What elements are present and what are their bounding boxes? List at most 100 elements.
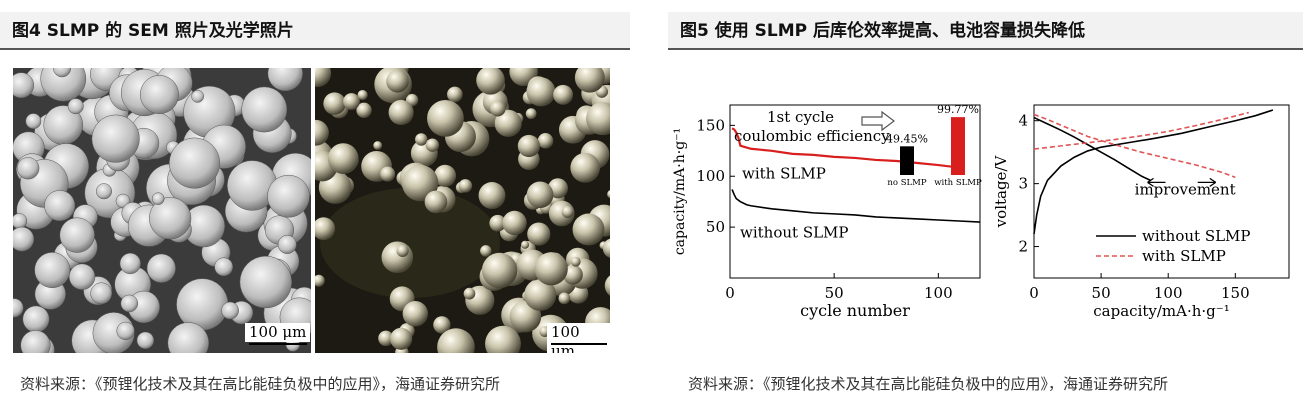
- figure-4-panel: 图4 SLMP 的 SEM 照片及光学照片 100 μm 100 μm 资料来源…: [0, 0, 630, 412]
- optical-particle: [425, 138, 440, 152]
- sem-particle: [116, 321, 135, 340]
- x-tick-label: 100: [924, 284, 953, 302]
- sem-particle: [176, 278, 229, 331]
- sem-particle: [241, 86, 288, 133]
- optical-particle: [378, 330, 394, 347]
- sem-particle: [267, 68, 303, 92]
- sem-particle: [13, 226, 35, 252]
- optical-particle: [602, 238, 610, 258]
- optical-particle: [396, 244, 409, 258]
- optical-particle: [478, 182, 506, 209]
- optical-particle: [390, 327, 413, 350]
- optical-particle: [315, 119, 329, 146]
- figure-5-source: 资料来源：《预锂化技术及其在高比能硅负极中的应用》，海通证券研究所: [688, 375, 1169, 393]
- inset-bar-value-label: 49.45%: [886, 132, 928, 145]
- x-tick-label: 100: [1154, 284, 1183, 302]
- optical-particle: [433, 316, 451, 334]
- sem-particle: [34, 252, 71, 289]
- x-tick-label: 50: [825, 284, 844, 302]
- sem-particle: [20, 330, 51, 353]
- x-axis-label: capacity/mA·h·g⁻¹: [1093, 302, 1229, 320]
- sem-photo: 100 μm: [13, 68, 311, 353]
- optical-particle: [463, 287, 476, 300]
- optical-particle: [586, 102, 610, 136]
- optical-particle: [572, 213, 605, 246]
- y-tick-label: 150: [696, 116, 725, 134]
- sem-particle: [44, 190, 76, 222]
- y-tick-label: 3: [1018, 175, 1028, 193]
- right-arrow-icon: [1197, 177, 1217, 187]
- optical-particle: [485, 325, 521, 353]
- sem-particle: [13, 72, 35, 99]
- optical-particle: [315, 217, 336, 241]
- optical-particle: [476, 68, 505, 95]
- sem-scale-label: 100 μm: [245, 323, 311, 342]
- optical-particle: [434, 164, 457, 187]
- optical-dark-region: [320, 188, 500, 298]
- sem-particle: [136, 331, 155, 350]
- sem-particle: [149, 197, 192, 240]
- optical-particle: [562, 264, 583, 285]
- inset-bar-value-label: 99.77%: [937, 103, 979, 116]
- optical-particle: [570, 152, 601, 183]
- inset-title-line1: 1st cycle: [767, 108, 834, 126]
- y-tick-label: 4: [1018, 112, 1028, 130]
- figure-4-source: 资料来源：《预锂化技术及其在高比能硅负极中的应用》，海通证券研究所: [20, 375, 501, 393]
- legend-label-without-slmp: without SLMP: [1142, 227, 1251, 245]
- optical-particle: [402, 164, 439, 202]
- with-slmp-label: with SLMP: [742, 164, 826, 182]
- optical-particles-image: [315, 68, 610, 353]
- sem-particle: [151, 192, 165, 205]
- sem-particle: [90, 282, 113, 305]
- sem-particle: [146, 253, 176, 283]
- optical-particle: [525, 108, 537, 120]
- sem-particle: [22, 305, 50, 333]
- voltage-vs-capacity-chart: 0 50 100 150 2 3 4 capacity/mA·h·g⁻¹ voltage/V im…: [978, 88, 1303, 333]
- right-arrow-icon: [861, 110, 895, 132]
- inset-bar-with-slmp: [951, 117, 965, 175]
- optical-particle: [381, 241, 414, 274]
- y-axis-label: voltage/V: [992, 155, 1010, 229]
- sem-particle: [13, 298, 24, 318]
- optical-particle: [494, 109, 522, 137]
- optical-scale-label: 100 μm: [547, 323, 610, 353]
- optical-particle: [534, 252, 568, 286]
- inset-category-label: with SLMP: [934, 178, 982, 188]
- improvement-label: improvement: [1135, 180, 1236, 198]
- optical-particle: [558, 292, 571, 305]
- optical-particle: [447, 86, 463, 103]
- sem-particle: [59, 217, 95, 253]
- figure-4-title: 图4 SLMP 的 SEM 照片及光学照片: [0, 12, 630, 50]
- x-tick-label: 0: [1029, 284, 1039, 302]
- sem-particle: [191, 90, 204, 103]
- optical-scale-bar: [551, 343, 607, 345]
- voltage-plot-frame: [1033, 104, 1290, 279]
- sem-particle: [239, 255, 292, 309]
- inset-bar-no-slmp: [900, 146, 914, 175]
- sem-particle: [91, 114, 140, 163]
- voltage-chart-svg: 0 50 100 150 2 3 4 capacity/mA·h·g⁻¹ voltage/V im…: [992, 104, 1290, 320]
- optical-particle: [458, 179, 473, 193]
- sem-particle: [167, 322, 210, 353]
- capacity-vs-cycle-chart: 0 50 100 50 100 150 cycle number capacity/mA·h·…: [668, 88, 998, 333]
- sem-particle: [25, 113, 42, 130]
- x-tick-label: 150: [1221, 284, 1250, 302]
- optical-particle: [524, 278, 557, 311]
- inset-category-label: no SLMP: [887, 178, 926, 188]
- optical-particle: [424, 190, 448, 214]
- optical-particle: [402, 301, 429, 327]
- optical-particle: [537, 133, 554, 149]
- optical-particle: [415, 133, 428, 146]
- sem-particle: [277, 235, 297, 254]
- optical-particle: [607, 190, 610, 199]
- capacity-plot-frame: [729, 104, 981, 279]
- sem-particle: [120, 294, 139, 313]
- x-tick-label: 50: [1092, 284, 1111, 302]
- optical-particle: [480, 245, 492, 257]
- optical-particle: [315, 68, 332, 87]
- sem-particle: [68, 263, 96, 290]
- sem-particle: [17, 157, 40, 180]
- optical-particle: [489, 100, 506, 117]
- optical-particle: [388, 99, 414, 126]
- optical-particle: [427, 99, 464, 137]
